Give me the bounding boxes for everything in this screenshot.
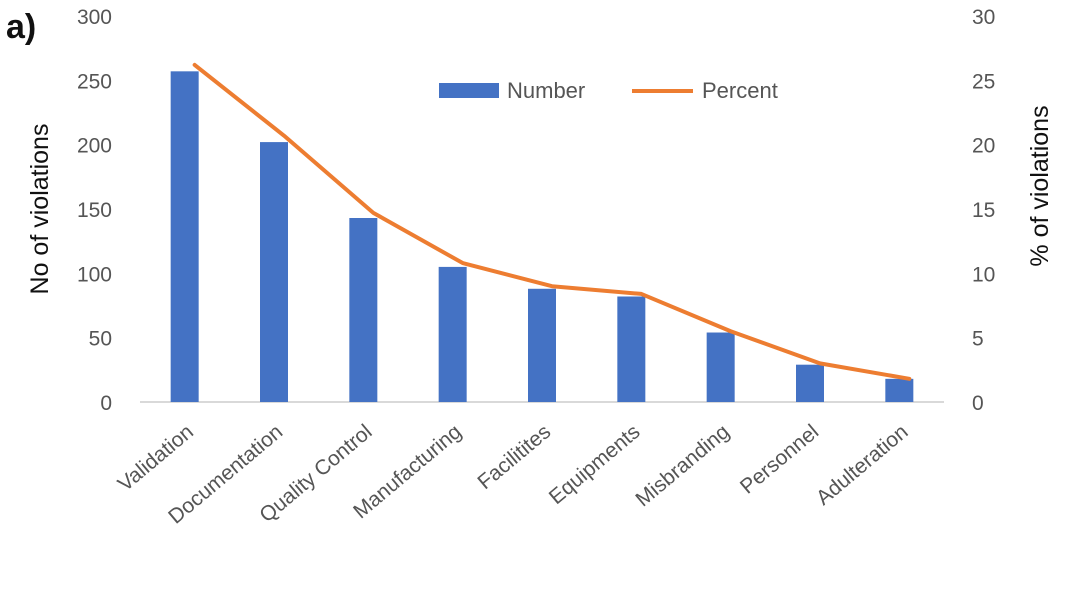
legend: Number Percent — [439, 78, 778, 103]
right-tick-label: 10 — [972, 263, 995, 286]
left-tick-label: 0 — [100, 392, 112, 415]
category-label: Misbranding — [631, 420, 733, 511]
right-tick-label: 5 — [972, 328, 984, 351]
right-axis-ticks: 0 5 10 15 20 25 30 — [972, 6, 995, 415]
right-tick-label: 15 — [972, 199, 995, 222]
category-label: Equipments — [545, 420, 645, 509]
left-tick-label: 150 — [77, 199, 112, 222]
right-tick-label: 0 — [972, 392, 984, 415]
left-tick-label: 200 — [77, 135, 112, 158]
bar-series — [170, 71, 914, 403]
right-tick-label: 20 — [972, 135, 995, 158]
bar — [438, 266, 467, 402]
bar — [260, 142, 288, 403]
left-tick-label: 300 — [77, 6, 112, 29]
line-series — [192, 62, 912, 381]
right-tick-label: 30 — [972, 6, 995, 29]
left-tick-label: 100 — [77, 263, 112, 286]
left-tick-label: 250 — [77, 70, 112, 93]
legend-swatch-number — [439, 83, 499, 98]
left-axis-ticks: 0 50 100 150 200 250 300 — [77, 6, 112, 415]
y-axis-title: No of violations — [26, 124, 54, 295]
bar — [170, 71, 199, 403]
bar — [528, 288, 556, 402]
category-label: Personnel — [736, 420, 823, 498]
legend-label-number: Number — [507, 78, 585, 103]
y2-axis-title: % of violations — [1026, 105, 1054, 266]
left-tick-label: 50 — [89, 328, 112, 351]
bar — [706, 332, 735, 402]
legend-label-percent: Percent — [702, 78, 778, 103]
category-label: Facilitites — [473, 420, 555, 494]
category-label: Validation — [114, 420, 198, 496]
bar — [617, 296, 646, 402]
bar — [885, 378, 914, 402]
bar — [349, 218, 378, 402]
category-label: Adulteration — [812, 420, 913, 510]
bar — [796, 364, 824, 402]
panel-label: a) — [6, 8, 37, 46]
right-tick-label: 25 — [972, 70, 995, 93]
